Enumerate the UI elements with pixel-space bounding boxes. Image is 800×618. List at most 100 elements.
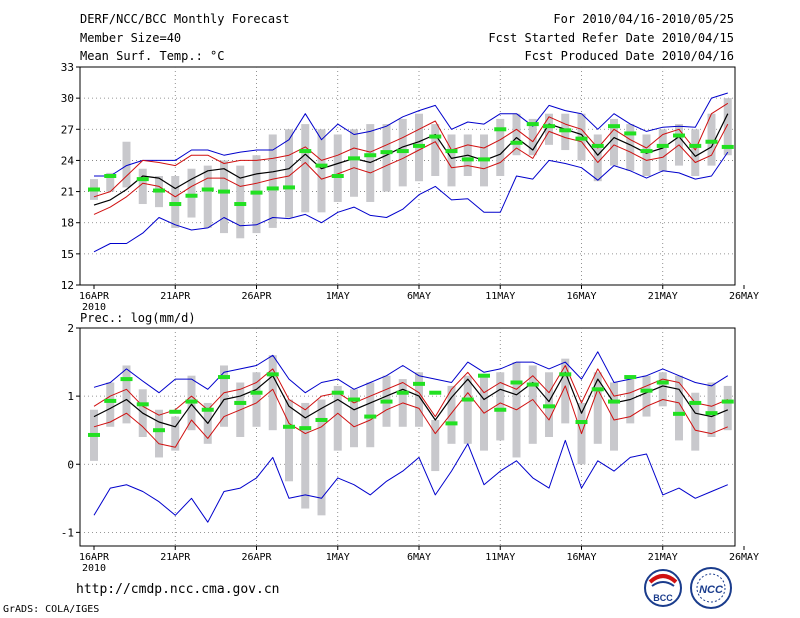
observed-marker	[478, 157, 490, 162]
ensemble-box	[545, 113, 553, 145]
observed-marker	[299, 149, 312, 154]
upper-bound-line	[93, 351, 729, 394]
observed-marker	[169, 409, 182, 414]
ensemble-box	[512, 113, 521, 156]
observed-marker	[120, 377, 133, 382]
observed-marker	[364, 153, 377, 158]
y-tick-label: 27	[61, 123, 74, 136]
observed-marker	[559, 128, 572, 133]
x-tick-label: 21APR	[160, 552, 191, 563]
source-url[interactable]: http://cmdp.ncc.cma.gov.cn	[76, 582, 280, 597]
precipitation-panel: -1 0 1 2 16APR 21APR 26APR 1MAY 6MAY 11MAY 16MAY 21…	[61, 322, 759, 574]
ensemble-box	[285, 399, 293, 482]
x-tick-label: 16APR	[79, 552, 110, 563]
y-tick-label: 12	[61, 279, 74, 292]
observed-marker	[315, 163, 328, 168]
ensemble-box	[285, 129, 293, 218]
ensemble-box	[593, 372, 602, 444]
ensemble-box	[382, 124, 391, 192]
ensemble-box	[658, 372, 667, 407]
observed-marker	[591, 143, 604, 148]
ensemble-box	[610, 382, 618, 451]
observed-marker	[543, 404, 555, 409]
observed-marker	[673, 411, 685, 416]
ensemble-box	[138, 168, 147, 205]
observed-marker	[364, 414, 377, 419]
ensemble-box	[268, 355, 277, 431]
upper-bound-line	[94, 92, 728, 177]
ncc-logo-text: NCC	[699, 584, 724, 596]
y-tick-label: -1	[61, 526, 74, 539]
observed-marker	[283, 185, 295, 190]
ensemble-box	[723, 385, 732, 431]
chart-title: DERF/NCC/BCC Monthly Forecast	[80, 12, 290, 26]
forecast-started-date: Fcst Started Refer Date 2010/04/15	[488, 31, 734, 45]
temp-variable-label: Mean Surf. Temp.: °C	[80, 49, 225, 63]
observed-marker	[689, 400, 702, 405]
y-tick-label: 24	[61, 154, 75, 167]
ensemble-box	[317, 399, 326, 516]
observed-marker	[234, 202, 247, 207]
lower-bound-line	[93, 439, 728, 523]
x-year-label: 2010	[82, 563, 106, 574]
observed-marker	[559, 372, 572, 377]
y-tick-label: 30	[61, 92, 74, 105]
observed-marker	[201, 187, 214, 192]
ensemble-box	[626, 124, 635, 171]
ensemble-box	[593, 134, 602, 182]
y-tick-label: 21	[61, 186, 74, 199]
x-tick-label: 6MAY	[407, 552, 431, 563]
ensemble-box	[252, 372, 261, 427]
inner-upper-line	[93, 365, 728, 418]
ensemble-box	[122, 365, 131, 424]
ensemble-box	[642, 134, 651, 176]
observed-marker	[640, 388, 653, 393]
member-size: Member Size=40	[80, 31, 182, 45]
ensemble-mean-line	[93, 371, 729, 428]
ensemble-box	[447, 385, 456, 444]
ensemble-box	[301, 402, 310, 509]
observed-marker	[396, 149, 409, 154]
observed-marker	[104, 174, 117, 178]
observed-marker	[136, 177, 149, 182]
observed-marker	[331, 390, 344, 395]
observed-marker	[331, 174, 344, 178]
ensemble-box	[642, 375, 651, 417]
ensemble-box	[707, 382, 716, 437]
observed-marker	[673, 133, 685, 138]
ensemble-box	[691, 392, 700, 451]
ensemble-box	[171, 416, 180, 451]
observed-marker	[624, 375, 637, 380]
temperature-panel: 12 15 18 21 24 27 30 33 16APR 21APR 26APR 1MAY 6MAY 1…	[61, 61, 759, 313]
y-tick-label: 33	[61, 61, 74, 74]
observed-marker	[153, 188, 165, 193]
x-tick-label: 16MAY	[566, 291, 596, 302]
ensemble-box	[463, 375, 472, 444]
ensemble-box	[415, 372, 423, 427]
ensemble-box	[447, 134, 456, 187]
observed-marker	[88, 432, 100, 437]
ensemble-box	[528, 118, 537, 156]
observed-marker	[299, 426, 312, 431]
observed-marker	[250, 190, 263, 195]
ensemble-box	[431, 419, 440, 472]
observed-marker	[250, 390, 263, 395]
x-tick-label: 21MAY	[648, 291, 678, 302]
observed-marker	[88, 187, 100, 192]
observed-marker	[608, 124, 620, 129]
observed-marker	[429, 134, 442, 139]
x-tick-label: 26MAY	[729, 291, 759, 302]
observed-marker	[575, 420, 588, 425]
observed-marker	[218, 375, 230, 380]
grads-credit: GrADS: COLA/IGES	[3, 604, 100, 615]
observed-marker	[169, 202, 182, 207]
observed-marker	[218, 189, 230, 194]
observed-marker	[348, 156, 360, 161]
x-tick-label: 1MAY	[326, 291, 350, 302]
ensemble-box	[626, 379, 635, 424]
observed-marker	[413, 381, 425, 386]
x-tick-label: 11MAY	[485, 552, 515, 563]
x-tick-label: 21APR	[160, 291, 191, 302]
observed-marker	[396, 390, 409, 395]
observed-marker	[348, 397, 360, 402]
